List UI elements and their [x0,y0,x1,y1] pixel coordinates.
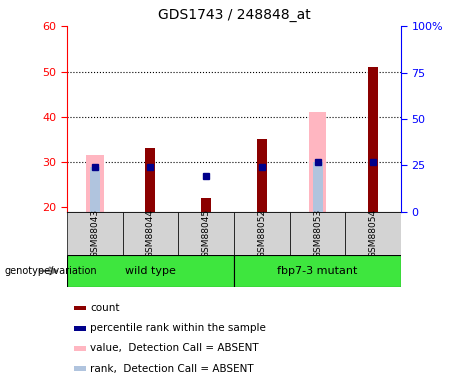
Text: GSM88044: GSM88044 [146,209,155,258]
Bar [234,212,290,255]
Text: GSM88053: GSM88053 [313,209,322,258]
Bar [368,67,378,212]
Bar [73,326,86,331]
Text: genotype/variation: genotype/variation [5,266,97,276]
Bar [73,346,86,351]
Bar [86,155,104,212]
Bar [145,148,155,212]
Text: count: count [90,303,120,313]
Text: GSM88052: GSM88052 [257,209,266,258]
Bar [90,166,100,212]
Bar [73,306,86,310]
Bar [67,255,234,287]
Text: GSM88054: GSM88054 [369,209,378,258]
Bar [290,212,345,255]
Title: GDS1743 / 248848_at: GDS1743 / 248848_at [158,9,310,22]
Bar [308,112,326,212]
Bar [123,212,178,255]
Bar [201,198,211,212]
Text: rank,  Detection Call = ABSENT: rank, Detection Call = ABSENT [90,364,254,374]
Text: GSM88045: GSM88045 [201,209,211,258]
Bar [67,212,123,255]
Bar [313,162,323,212]
Text: GSM88043: GSM88043 [90,209,99,258]
Bar [345,212,401,255]
Bar [234,255,401,287]
Bar [178,212,234,255]
Text: value,  Detection Call = ABSENT: value, Detection Call = ABSENT [90,344,259,354]
Text: percentile rank within the sample: percentile rank within the sample [90,323,266,333]
Bar [73,366,86,371]
Bar [257,140,267,212]
Text: wild type: wild type [125,266,176,276]
Text: fbp7-3 mutant: fbp7-3 mutant [278,266,358,276]
